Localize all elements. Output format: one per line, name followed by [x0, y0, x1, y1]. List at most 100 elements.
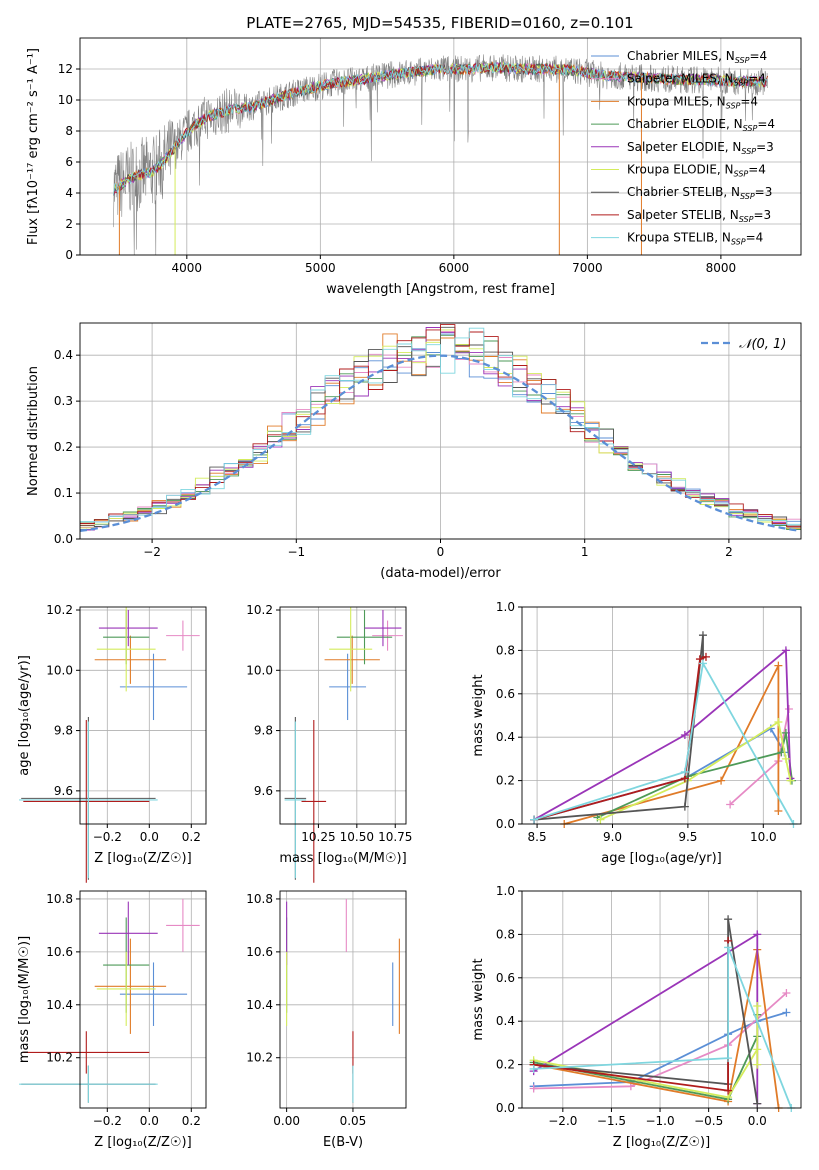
y-axis-label: mass weight [471, 958, 486, 1040]
plot-frame [79, 606, 207, 825]
x-tick-label: 0.2 [182, 830, 201, 844]
weight-marker [529, 1064, 538, 1073]
weight-marker [680, 767, 689, 776]
errorbar-point [23, 720, 150, 883]
weight-marker [753, 930, 762, 939]
errorbar-point [98, 901, 158, 966]
y-tick-label: 0.2 [54, 440, 73, 454]
x-axis-label: mass [log₁₀(M/M☉)] [279, 851, 406, 866]
x-tick-label: 0.00 [273, 1114, 300, 1128]
errorbar-point [301, 720, 327, 883]
y-tick-label: 8 [65, 124, 73, 138]
weight-marker [530, 815, 539, 824]
x-axis-label: wavelength [Angstrom, rest frame] [326, 282, 555, 297]
y-tick-label: 0.0 [54, 532, 73, 546]
y-tick-label: 10.2 [46, 603, 73, 617]
residual-histogram [80, 327, 801, 525]
y-axis-label: age [log₁₀(age/yr)] [17, 655, 32, 776]
plot-frame [279, 606, 407, 825]
weight-marker [680, 731, 689, 740]
weight-marker [724, 1054, 733, 1063]
y-tick-label: 10.6 [46, 945, 73, 959]
y-tick-label: 6 [65, 155, 73, 169]
y-tick-label: 10.0 [46, 663, 73, 677]
weight-series-line [533, 656, 707, 821]
y-axis-label: Flux [fλ10⁻¹⁷ erg cm⁻² s⁻¹ A⁻¹] [26, 48, 41, 245]
grid [80, 607, 206, 824]
weight-marker [782, 1008, 791, 1017]
age-vs-metallicity-panel: −0.2 0.0 0.2 9.6 9.8 10.0 10.2 Z [log₁₀(Z/Z☉)] a… [17, 603, 207, 883]
x-tick-label: −1 [287, 545, 305, 559]
y-tick-label: 9.6 [254, 784, 273, 798]
model-spectrum-line [113, 62, 768, 196]
y-tick-label: 0.0 [496, 817, 515, 831]
x-tick-label: 0 [437, 545, 445, 559]
y-tick-label: 4 [65, 186, 73, 200]
plot-frame [279, 890, 407, 1109]
x-tick-label: 9.0 [603, 830, 622, 844]
legend-label: 𝒩(0, 1) [739, 337, 786, 352]
weight-series-line [729, 708, 790, 806]
x-tick-label: 8000 [706, 261, 737, 275]
legend-label: Chabrier MILES, NSSP=4 [627, 49, 767, 65]
x-tick-label: −2 [143, 545, 161, 559]
weight-marker [753, 1002, 762, 1011]
observed-spectrum-line [113, 54, 768, 256]
errorbar-point [329, 653, 367, 721]
y-tick-label: 0.8 [496, 927, 515, 941]
weight-marker [753, 1060, 762, 1069]
y-axis-label: mass [log₁₀(M/M☉)] [17, 936, 32, 1063]
y-axis-label: Normed distribution [26, 366, 41, 496]
y-tick-label: 0.3 [54, 394, 73, 408]
x-tick-label: −1.0 [645, 1114, 674, 1128]
spectrum-legend: Chabrier MILES, NSSP=4 Salpeter MILES, NS… [591, 49, 775, 247]
y-tick-label: 2 [65, 217, 73, 231]
x-tick-label: 0.0 [140, 1114, 159, 1128]
y-tick-label: 0.1 [54, 486, 73, 500]
y-tick-label: 10.2 [246, 603, 273, 617]
y-tick-label: 1.0 [496, 884, 515, 898]
x-tick-label: 10.0 [750, 830, 777, 844]
x-tick-label: 10.50 [340, 830, 374, 844]
x-axis-label: (data-model)/error [380, 566, 501, 581]
y-tick-label: 0.6 [496, 971, 515, 985]
plot-frame [521, 890, 802, 1109]
weight-marker [724, 1086, 733, 1095]
errorbar-point [372, 620, 403, 651]
weight-marker [680, 802, 689, 811]
mass-vs-metallicity-panel: −0.2 0.0 0.2 10.2 10.4 10.6 10.8 Z [log₁₀(Z/Z☉)… [17, 890, 207, 1150]
y-tick-label: 10.8 [246, 892, 273, 906]
errorbar-point [166, 898, 200, 952]
grid [80, 891, 206, 1108]
x-tick-label: 1 [581, 545, 589, 559]
y-tick-label: 10.0 [246, 663, 273, 677]
errorbar-point [94, 635, 167, 684]
residual-histogram [80, 324, 801, 527]
y-tick-label: 0.4 [496, 1014, 515, 1028]
y-tick-label: 0.2 [496, 1058, 515, 1072]
legend-label: Kroupa MILES, NSSP=4 [627, 94, 758, 110]
x-axis-label: Z [log₁₀(Z/Z☉)] [94, 851, 191, 866]
x-axis-label: age [log₁₀(age/yr)] [601, 851, 722, 866]
x-tick-label: 7000 [572, 261, 603, 275]
errorbar-point [96, 607, 156, 692]
weight-marker [596, 815, 605, 824]
weight-marker [529, 1084, 538, 1093]
weight-marker [698, 631, 707, 640]
plot-frame [521, 606, 802, 825]
weight-marker [724, 943, 733, 952]
x-tick-label: −1.5 [597, 1114, 626, 1128]
y-tick-label: 0 [65, 248, 73, 262]
legend-label: Salpeter STELIB, NSSP=3 [627, 208, 771, 224]
y-tick-label: 9.8 [54, 724, 73, 738]
weight-marker [774, 806, 783, 815]
errorbar-point [336, 610, 393, 665]
x-tick-label: 2 [725, 545, 733, 559]
weight-series-line [533, 932, 759, 1104]
x-tick-label: 4000 [172, 261, 203, 275]
weight-series-line [533, 947, 793, 1109]
x-tick-label: −0.2 [93, 1114, 122, 1128]
legend-label: Salpeter ELODIE, NSSP=3 [627, 140, 774, 156]
y-tick-label: 10.4 [246, 998, 273, 1012]
